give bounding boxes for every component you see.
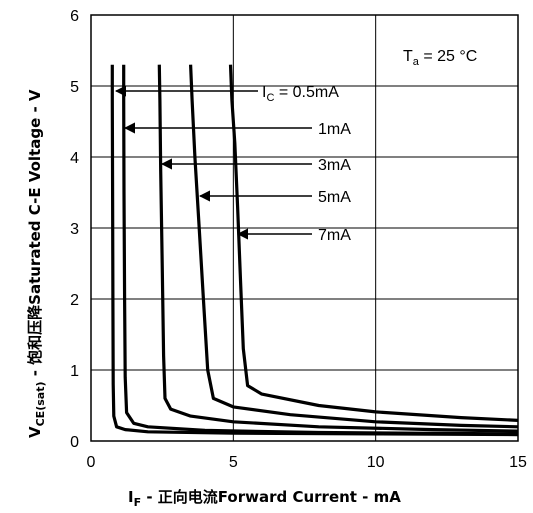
xlabel-text: - 正向电流Forward Current - mA	[141, 488, 401, 506]
y-tick-label: 2	[70, 292, 79, 309]
plot-area	[90, 14, 519, 442]
y-tick-label: 4	[70, 150, 79, 167]
y-tick-label: 6	[70, 8, 79, 25]
xlabel-sub: F	[134, 496, 142, 509]
series-line-1mA	[122, 64, 519, 436]
series-label-1mA: 1mA	[318, 121, 351, 138]
ylabel-sub: CE(sat)	[34, 382, 47, 427]
annotation-sub: a	[413, 56, 420, 68]
x-tick-label: 10	[367, 454, 385, 471]
y-tick-label: 0	[70, 434, 79, 451]
series-label-0.5mA: IC = 0.5mA	[262, 84, 339, 104]
x-axis-label: IF - 正向电流Forward Current - mA	[128, 488, 401, 509]
series-line-3mA	[157, 64, 519, 433]
xlabel-prefix: I	[128, 488, 134, 506]
series-line-5mA	[189, 64, 519, 429]
y-tick-label: 5	[70, 79, 79, 96]
x-tick-label: 0	[87, 454, 96, 471]
series-line-0.5mA	[110, 64, 519, 437]
x-tick-label: 15	[509, 454, 527, 471]
y-tick-label: 3	[70, 221, 79, 238]
series-line-7mA	[228, 64, 519, 422]
ylabel-text: - 饱和压降Saturated C-E Voltage - V	[26, 89, 44, 381]
grid	[91, 15, 518, 441]
tick-labels: 0 5 10 15 0 1 2 3 4 5 6	[70, 8, 527, 471]
series-label-5mA: 5mA	[318, 189, 351, 206]
series-label-7mA: 7mA	[318, 227, 351, 244]
y-axis-label: VCE(sat) - 饱和压降Saturated C-E Voltage - V	[26, 89, 47, 438]
series-label-3mA: 3mA	[318, 157, 351, 174]
temperature-annotation: Ta = 25 °C	[403, 48, 477, 68]
series-curves	[110, 64, 519, 437]
annotation-text: = 25 °C	[419, 48, 477, 65]
annotation-prefix: T	[403, 48, 413, 65]
series-labels: IC = 0.5mA 1mA 3mA 5mA 7mA	[114, 84, 351, 244]
x-tick-label: 5	[229, 454, 238, 471]
y-tick-label: 1	[70, 363, 79, 380]
ylabel-prefix: V	[26, 426, 44, 438]
